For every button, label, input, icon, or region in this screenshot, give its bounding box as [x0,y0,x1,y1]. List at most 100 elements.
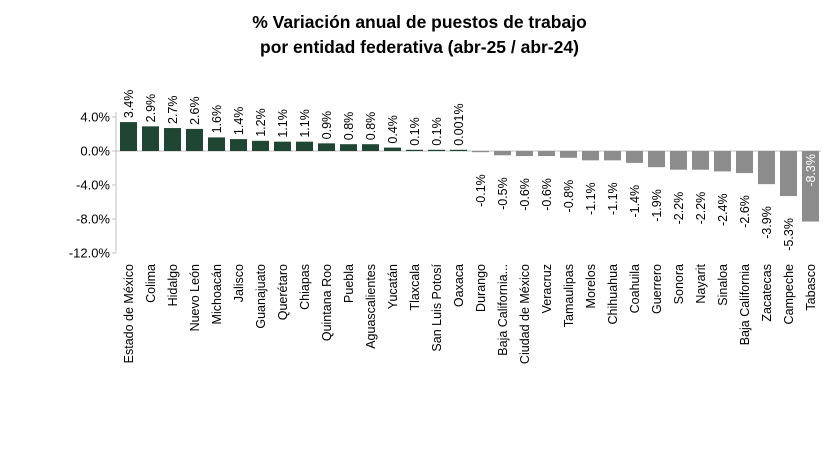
bar [340,144,357,151]
data-label: 1.4% [232,107,246,136]
y-tick-label: 4.0% [80,110,110,125]
category-label: Tabasco [804,264,818,311]
chart-title-line-2: por entidad federativa (abr-25 / abr-24) [260,37,579,57]
data-label: 2.7% [166,96,180,125]
data-label: -2.2% [694,192,708,225]
data-label: -2.4% [716,193,730,226]
data-label: 0.4% [386,115,400,144]
bar [120,122,137,151]
category-label: Colima [144,264,158,303]
bar [274,141,291,151]
data-label: -1.9% [650,189,664,222]
data-label: 0.1% [430,117,444,146]
data-label: 1.1% [298,109,312,138]
bar [648,151,665,168]
category-label: Durango [474,264,488,312]
data-label: 0.001% [452,103,466,145]
category-label: Veracruz [540,264,554,313]
data-label: 1.1% [276,109,290,138]
bar [252,140,269,151]
category-label: Tlaxcala [408,264,422,311]
bar [758,151,775,185]
bar [230,139,247,151]
data-label: -3.9% [760,206,774,239]
data-label: -0.1% [474,174,488,207]
category-label: Tamaulipas [562,264,576,327]
category-label: Baja California [738,264,752,345]
category-label: Morelos [584,264,598,308]
category-label: Hidalgo [166,264,180,306]
data-label: 0.9% [320,111,334,140]
category-label: Aguascalientes [364,264,378,349]
category-label: Querétaro [276,264,290,320]
bar [560,151,577,158]
category-label: Quintana Roo [320,264,334,341]
bar [736,151,753,174]
data-label: -1.4% [628,185,642,218]
data-label: -1.1% [584,182,598,215]
data-label: -0.8% [562,180,576,213]
bar [538,151,555,157]
bar [450,149,467,151]
chart-title: % Variación anual de puestos de trabajo … [0,10,839,60]
data-label: 2.6% [188,96,202,125]
bar [428,149,445,151]
category-label: Nuevo León [188,264,202,331]
data-label: 1.6% [210,105,224,134]
bar [142,126,159,151]
data-label: -0.5% [496,177,510,210]
category-label: Zacatecas [760,264,774,322]
data-label: -2.2% [672,192,686,225]
y-tick-label: -4.0% [76,178,110,193]
bar [780,151,797,197]
category-label: Michoacán [210,264,224,324]
data-label: 0.8% [364,112,378,141]
data-label: 2.9% [144,94,158,123]
category-label: Guanajuato [254,264,268,329]
data-label: 3.4% [122,90,136,119]
category-label: Puebla [342,264,356,303]
bar [626,151,643,163]
data-label: -8.3% [804,154,818,187]
bar [318,143,335,151]
bar [472,151,489,153]
data-label: 0.1% [408,117,422,146]
data-label: -2.6% [738,195,752,228]
bar [406,149,423,151]
chart-title-line-1: % Variación anual de puestos de trabajo [252,12,587,32]
category-label: Oaxaca [452,264,466,307]
bar [582,151,599,161]
category-label: Baja California... [496,264,510,356]
bar [692,151,709,170]
bar [714,151,731,172]
y-tick-label: 0.0% [80,144,110,159]
bar [516,151,533,157]
category-label: Guerrero [650,264,664,314]
bar [164,128,181,151]
bar [670,151,687,170]
bar [384,147,401,151]
category-label: Estado de México [122,264,136,363]
bar [604,151,621,161]
category-label: Ciudad de México [518,264,532,364]
data-label: -0.6% [518,178,532,211]
bar [296,141,313,151]
category-label: Sonora [672,264,686,304]
category-label: Sinaloa [716,264,730,306]
category-label: Jalisco [232,264,246,302]
category-label: Campeche [782,264,796,324]
data-label: -0.6% [540,178,554,211]
bar [362,144,379,151]
bar [186,128,203,151]
data-label: -5.3% [782,218,796,251]
data-label: 1.2% [254,108,268,137]
y-tick-label: -8.0% [76,212,110,227]
data-label: 0.8% [342,112,356,141]
category-label: Coahuila [628,264,642,313]
category-label: San Luis Potosí [430,263,444,351]
y-tick-label: -12.0% [69,246,111,261]
category-label: Yucatán [386,264,400,309]
category-label: Chihuahua [606,264,620,325]
category-label: Nayarit [694,263,708,303]
